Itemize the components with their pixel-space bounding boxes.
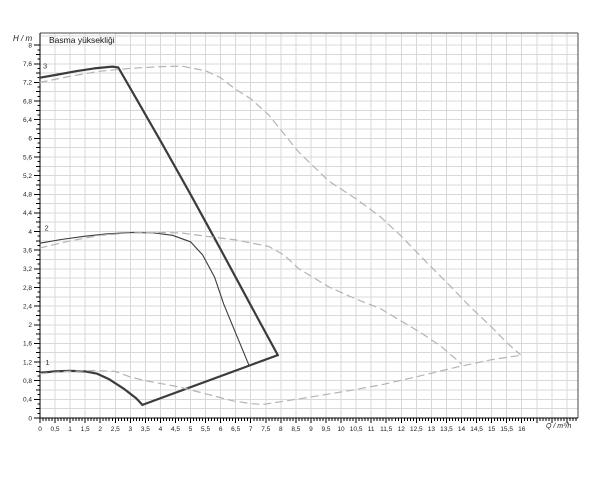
svg-text:0,5: 0,5 <box>51 426 60 433</box>
svg-text:10,5: 10,5 <box>350 426 363 433</box>
svg-text:5: 5 <box>189 426 193 433</box>
svg-text:6,8: 6,8 <box>23 98 32 105</box>
curve-3-max-speed-solid <box>38 65 279 357</box>
svg-text:0,8: 0,8 <box>23 378 32 385</box>
svg-text:5,5: 5,5 <box>201 426 210 433</box>
svg-text:5,6: 5,6 <box>23 154 32 161</box>
svg-text:4,8: 4,8 <box>23 192 32 199</box>
solid-envelope-max-flow-edge <box>141 354 279 406</box>
svg-text:1: 1 <box>68 426 72 433</box>
svg-text:9,5: 9,5 <box>321 426 330 433</box>
svg-text:7,2: 7,2 <box>23 80 32 87</box>
chart-title: Basma yüksekliği <box>49 35 115 45</box>
svg-text:1,6: 1,6 <box>23 341 32 348</box>
svg-text:2,8: 2,8 <box>23 285 32 292</box>
axis-ticks <box>34 44 577 423</box>
svg-text:14: 14 <box>458 426 466 433</box>
svg-text:3,5: 3,5 <box>141 426 150 433</box>
svg-text:4: 4 <box>28 229 32 236</box>
svg-text:4,4: 4,4 <box>23 210 32 217</box>
svg-text:15,5: 15,5 <box>500 426 513 433</box>
svg-text:7,5: 7,5 <box>261 426 270 433</box>
svg-text:2,4: 2,4 <box>23 303 32 310</box>
svg-text:15: 15 <box>488 426 496 433</box>
dashed-curve-min-speed-and-limit <box>39 354 523 406</box>
x-axis-label: Q / m³/h <box>546 423 572 430</box>
y-axis-label: H / m <box>13 34 33 43</box>
svg-text:13,5: 13,5 <box>440 426 453 433</box>
svg-text:10: 10 <box>337 426 345 433</box>
svg-text:1,2: 1,2 <box>23 359 32 366</box>
svg-text:4,5: 4,5 <box>171 426 180 433</box>
curve-label-1: 1 <box>45 358 49 367</box>
svg-text:1,5: 1,5 <box>81 426 90 433</box>
svg-text:13: 13 <box>428 426 436 433</box>
svg-text:11,5: 11,5 <box>380 426 393 433</box>
gridlines <box>40 33 578 418</box>
curve-label-3: 3 <box>43 61 47 70</box>
tick-labels: 0 0,5 1 1,5 2 2,5 3 3,5 4 4,5 5 5,5 6 6,5 7 7,5 8 8,5 9 9,5… <box>23 42 526 433</box>
svg-text:8: 8 <box>28 42 32 49</box>
svg-text:0,4: 0,4 <box>23 397 32 404</box>
svg-text:3,2: 3,2 <box>23 266 32 273</box>
svg-text:9: 9 <box>309 426 313 433</box>
svg-text:2: 2 <box>98 426 102 433</box>
curve-1-min-speed-solid <box>38 369 144 406</box>
svg-text:7,6: 7,6 <box>23 61 32 68</box>
curve-label-2: 2 <box>45 224 49 233</box>
svg-text:16: 16 <box>518 426 526 433</box>
svg-text:3: 3 <box>129 426 133 433</box>
svg-text:4: 4 <box>159 426 163 433</box>
svg-text:6,4: 6,4 <box>23 117 32 124</box>
svg-text:5,2: 5,2 <box>23 173 32 180</box>
svg-text:3,6: 3,6 <box>23 248 32 255</box>
svg-text:0: 0 <box>28 415 32 422</box>
svg-text:2,5: 2,5 <box>111 426 120 433</box>
dashed-curve-max-speed <box>39 65 521 356</box>
svg-text:2: 2 <box>28 322 32 329</box>
svg-text:0: 0 <box>38 426 42 433</box>
dashed-curve-mid-speed <box>39 231 463 365</box>
svg-text:14,5: 14,5 <box>470 426 483 433</box>
svg-text:12,5: 12,5 <box>410 426 423 433</box>
svg-text:11: 11 <box>368 426 375 433</box>
svg-text:12: 12 <box>398 426 406 433</box>
svg-text:6: 6 <box>219 426 223 433</box>
svg-text:8: 8 <box>279 426 283 433</box>
svg-text:8,5: 8,5 <box>291 426 300 433</box>
svg-text:7: 7 <box>249 426 253 433</box>
svg-text:6: 6 <box>28 136 32 143</box>
svg-text:6,5: 6,5 <box>231 426 240 433</box>
curve-2-mid-speed-solid <box>39 231 250 367</box>
